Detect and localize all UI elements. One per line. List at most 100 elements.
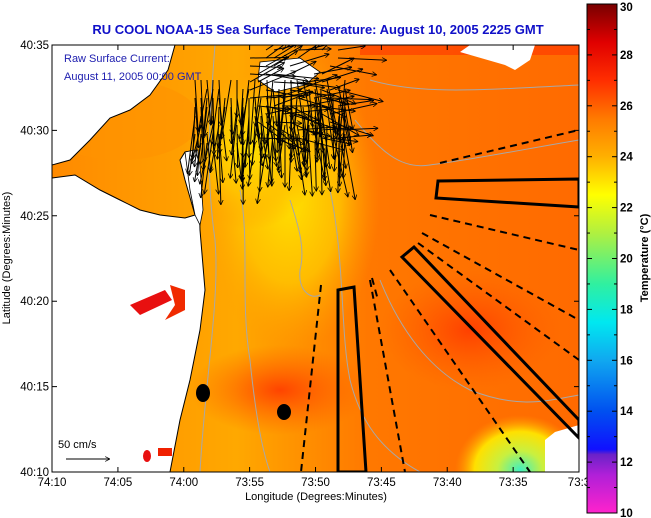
current-vector	[321, 113, 359, 137]
current-vector	[333, 97, 334, 159]
isobath-3	[329, 189, 421, 472]
current-vector	[297, 75, 337, 91]
transect-8	[371, 277, 379, 301]
current-vector	[297, 127, 336, 131]
current-vector	[265, 109, 291, 115]
current-vector	[343, 133, 345, 178]
isobath-2	[239, 189, 271, 472]
current-vector	[248, 142, 256, 187]
x-tick-label: 73:35	[499, 477, 528, 489]
current-vector	[305, 129, 331, 136]
current-vector	[281, 45, 292, 51]
current-vector	[289, 81, 325, 88]
x-tick-label: 73:3	[568, 477, 590, 489]
current-vector	[194, 79, 198, 132]
current-vector	[337, 100, 374, 107]
current-vector	[344, 142, 355, 200]
current-vector	[296, 142, 305, 195]
transect-7	[300, 284, 322, 472]
current-vector	[222, 79, 232, 139]
y-axis-label: Latitude (Degrees:Minutes)	[1, 192, 13, 325]
current-vector	[267, 79, 274, 143]
y-tick-label: 40:25	[20, 211, 49, 223]
x-axis: 74:10 74:05 74:00 73:55 73:50 73:45 73:40 73:35…	[38, 45, 590, 489]
current-vector	[210, 124, 220, 173]
current-vector	[337, 89, 383, 102]
current-vector	[200, 97, 205, 162]
sampling-boxes	[336, 177, 579, 472]
y-tick-label: 40:30	[20, 125, 49, 137]
current-vector	[273, 51, 298, 67]
colorbar-tick-label: 20	[620, 254, 633, 266]
current-vector	[278, 124, 286, 170]
scale-label: 50 cm/s	[58, 439, 97, 451]
current-vector	[230, 115, 238, 179]
transect-2	[429, 214, 579, 251]
current-vector	[212, 88, 220, 144]
y-tick-label: 40:20	[20, 296, 49, 308]
current-vector	[320, 106, 330, 169]
current-vector	[206, 133, 211, 172]
current-vector	[273, 45, 305, 51]
current-vector	[337, 46, 366, 51]
land-new-jersey	[52, 149, 206, 472]
current-vector	[265, 45, 288, 59]
x-axis-label: Longitude (Degrees:Minutes)	[245, 491, 387, 503]
colorbar-tick-label: 30	[620, 2, 633, 14]
colorbar-tick-label: 14	[620, 406, 633, 418]
current-vector	[321, 142, 322, 195]
current-vector	[205, 88, 214, 136]
current-vector	[260, 124, 268, 169]
inlet-spot-2	[158, 448, 172, 456]
current-vector	[236, 142, 241, 180]
isobaths	[199, 45, 579, 472]
colorbar-label: Temperature (°C)	[639, 213, 651, 302]
current-vector	[281, 109, 329, 115]
current-vector	[321, 97, 349, 104]
current-vector	[329, 65, 377, 75]
current-vector	[218, 106, 226, 148]
x-tick-label: 73:55	[235, 477, 264, 489]
current-label: Raw Surface Current:	[64, 53, 170, 65]
current-vector	[321, 89, 356, 104]
current-vector	[265, 106, 274, 159]
transect-4	[417, 242, 579, 361]
isobath-6	[379, 279, 579, 403]
current-vector	[261, 115, 262, 159]
current-vector	[313, 67, 352, 75]
current-vector	[265, 45, 275, 51]
current-vector	[189, 133, 196, 176]
no-data-corner	[545, 425, 579, 472]
current-vector	[219, 79, 221, 126]
current-vector	[211, 79, 213, 125]
current-vector	[289, 61, 316, 75]
transect-5	[389, 269, 531, 472]
current-vector	[304, 115, 310, 166]
current-vector	[313, 105, 356, 111]
current-vector	[272, 142, 273, 186]
current-vector	[231, 97, 232, 135]
current-vector	[297, 137, 345, 150]
current-vector	[289, 142, 291, 191]
current-vector	[338, 142, 339, 193]
dashed-transects	[300, 129, 579, 472]
current-vector	[273, 45, 297, 59]
navesink-river	[130, 290, 172, 315]
current-vector	[265, 45, 302, 67]
current-vector	[314, 133, 324, 178]
current-vector	[321, 45, 328, 51]
current-vector	[241, 88, 243, 125]
y-tick-label: 40:35	[20, 40, 49, 52]
current-vector	[326, 97, 337, 139]
x-tick-label: 73:50	[301, 477, 330, 489]
transect-3	[421, 232, 579, 321]
isobath-7	[289, 199, 321, 297]
current-vector	[281, 129, 305, 145]
current-vector	[249, 95, 286, 99]
warm-patch-south	[190, 345, 370, 435]
current-vector	[329, 79, 359, 91]
x-tick-label: 74:05	[104, 477, 133, 489]
figure-title: RU COOL NOAA-15 Sea Surface Temperature:…	[92, 22, 543, 37]
current-vector	[206, 79, 211, 125]
current-vector	[297, 81, 340, 88]
